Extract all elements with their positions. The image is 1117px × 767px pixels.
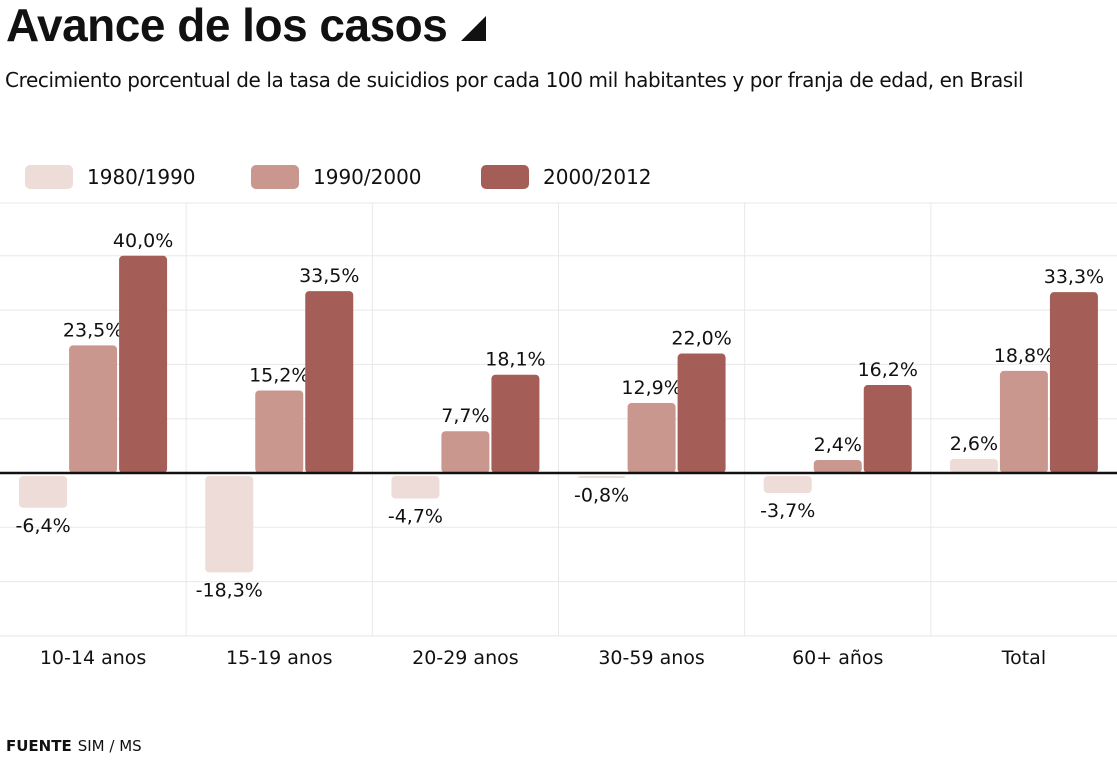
data-label: 18,8% bbox=[994, 345, 1054, 367]
source-text: SIM / MS bbox=[77, 737, 142, 755]
data-label: 23,5% bbox=[63, 319, 123, 341]
bar bbox=[1049, 292, 1098, 473]
bar bbox=[577, 476, 626, 478]
category-label: 10-14 anos bbox=[40, 647, 146, 669]
data-label: -3,7% bbox=[760, 500, 815, 522]
bar bbox=[205, 476, 254, 573]
category-label: 60+ años bbox=[792, 647, 883, 669]
category-label: 30-59 anos bbox=[598, 647, 704, 669]
data-label: 33,3% bbox=[1044, 266, 1104, 288]
bar bbox=[391, 476, 440, 499]
bar bbox=[999, 370, 1048, 473]
category-label: 15-19 anos bbox=[226, 647, 332, 669]
legend-label-2000-2012: 2000/2012 bbox=[543, 165, 652, 189]
data-label: -4,7% bbox=[388, 506, 443, 528]
data-label: 7,7% bbox=[441, 405, 489, 427]
bar bbox=[627, 402, 676, 473]
bar bbox=[119, 255, 168, 473]
bar bbox=[69, 345, 118, 473]
chart-title: Avance de los casos bbox=[6, 0, 487, 51]
legend-swatch-1980-1990 bbox=[25, 165, 73, 189]
bar bbox=[255, 390, 304, 473]
legend-item-1980-1990: 1980/1990 bbox=[25, 163, 196, 191]
data-label: -0,8% bbox=[574, 484, 629, 506]
data-label: 16,2% bbox=[858, 359, 918, 381]
data-label: -6,4% bbox=[16, 515, 71, 537]
bar bbox=[763, 476, 812, 494]
category-label: 20-29 anos bbox=[412, 647, 518, 669]
data-label: 2,4% bbox=[814, 434, 862, 456]
legend-item-2000-2012: 2000/2012 bbox=[481, 163, 652, 191]
bar bbox=[19, 476, 68, 508]
source-label: FUENTE bbox=[6, 737, 72, 755]
legend-item-1990-2000: 1990/2000 bbox=[251, 163, 422, 191]
data-label: 18,1% bbox=[485, 349, 545, 371]
data-label: 40,0% bbox=[113, 230, 173, 252]
bar bbox=[305, 291, 354, 473]
data-label: 33,5% bbox=[299, 265, 359, 287]
bar-chart: -6,4% 23,5% 40,0% 10-14 anos -18,3% 15,2% 33,5… bbox=[0, 202, 1117, 669]
legend-swatch-1990-2000 bbox=[251, 165, 299, 189]
data-label: 22,0% bbox=[671, 328, 731, 350]
data-label: -18,3% bbox=[196, 579, 263, 601]
data-label: 12,9% bbox=[621, 377, 681, 399]
bar bbox=[677, 353, 726, 473]
category-label: Total bbox=[1001, 647, 1046, 669]
chart-title-text: Avance de los casos bbox=[6, 0, 448, 51]
bar bbox=[491, 374, 540, 473]
bar bbox=[949, 458, 998, 473]
legend-swatch-2000-2012 bbox=[481, 165, 529, 189]
source-note: FUENTE SIM / MS bbox=[6, 737, 142, 755]
data-label: 15,2% bbox=[249, 364, 309, 386]
legend-label-1990-2000: 1990/2000 bbox=[313, 165, 422, 189]
bar bbox=[441, 431, 490, 473]
bar bbox=[863, 385, 912, 473]
bar bbox=[813, 459, 862, 473]
legend-label-1980-1990: 1980/1990 bbox=[87, 165, 196, 189]
data-label: 2,6% bbox=[950, 433, 998, 455]
chart-subtitle: Crecimiento porcentual de la tasa de sui… bbox=[5, 68, 1024, 92]
triangle-icon bbox=[461, 16, 487, 41]
